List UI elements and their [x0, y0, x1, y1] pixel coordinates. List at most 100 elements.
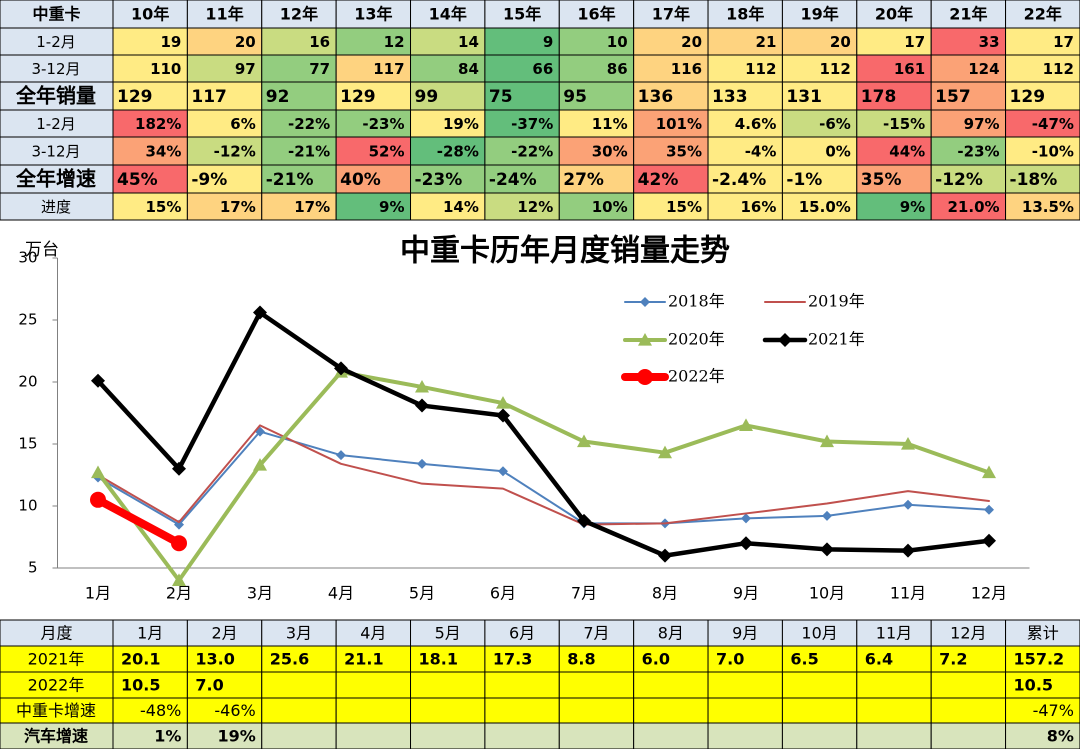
cell: [484, 136, 560, 166]
cell-text: -47%: [1033, 701, 1074, 720]
header-text: 21年: [949, 5, 987, 24]
cell: [930, 27, 1007, 56]
cell-text: 99: [415, 87, 439, 107]
cell: [930, 671, 1007, 699]
cell-text: 6.4: [865, 650, 893, 669]
cell: [856, 136, 932, 166]
marker: [415, 379, 429, 393]
cell: [633, 54, 709, 83]
cell-text: -28%: [437, 143, 479, 161]
cell: [1005, 697, 1080, 724]
cell-text: -6%: [819, 115, 851, 133]
cell: [261, 722, 337, 749]
cell: [335, 192, 412, 221]
cell: [335, 722, 412, 749]
row-label: 1-2月: [36, 115, 76, 133]
header-text: 2月: [211, 624, 237, 643]
cell-text: 157.2: [1014, 650, 1065, 669]
cell-text: -46%: [214, 701, 255, 720]
cell-text: -4%: [745, 143, 777, 161]
y-tick-label: 15: [18, 435, 37, 453]
cell: [707, 192, 783, 221]
cell-text: 19: [161, 33, 182, 51]
cell: [1005, 109, 1080, 138]
header-cell: [1005, 619, 1080, 647]
header-cell: [558, 0, 635, 29]
cell: [633, 136, 709, 166]
cell-text: 17: [1053, 33, 1074, 51]
series-line: [94, 495, 183, 548]
cell-text: 14%: [443, 198, 479, 216]
cell: [484, 27, 560, 56]
x-tick-label: 11月: [890, 584, 926, 603]
series-line: [96, 370, 991, 583]
cell-text: 21.1: [344, 650, 383, 669]
cell-text: -37%: [511, 115, 553, 133]
cell-text: -21%: [266, 170, 314, 190]
header-cell: [930, 0, 1007, 29]
cell-text: 11%: [592, 115, 628, 133]
cell-text: 10.5: [121, 676, 160, 695]
cell: [410, 645, 486, 673]
y-axis-label: 万台: [25, 240, 59, 260]
cell-text: 117: [191, 87, 227, 107]
cell-text: 33: [979, 33, 1000, 51]
header-text: 8月: [658, 624, 684, 643]
x-tick-label: 2月: [166, 584, 192, 603]
cell-text: -48%: [140, 701, 181, 720]
cell: [484, 671, 560, 699]
legend-label: 2022年: [668, 367, 725, 386]
cell: [930, 645, 1007, 673]
header-text: 13年: [354, 5, 392, 24]
marker: [334, 361, 348, 376]
cell-text: -2.4%: [712, 170, 766, 190]
cell: [781, 27, 858, 56]
x-tick-label: 12月: [971, 584, 1007, 603]
cell: [1005, 136, 1080, 166]
cell: [781, 54, 858, 83]
cell: [707, 27, 783, 56]
header-text: 4月: [360, 624, 386, 643]
header-text: 5月: [435, 624, 461, 643]
cell: [781, 192, 858, 221]
cell: [186, 697, 263, 724]
marker: [901, 437, 915, 450]
cell: [1005, 164, 1080, 194]
cell: [1005, 192, 1080, 221]
header-text: 14年: [429, 5, 467, 24]
cell: [261, 697, 337, 724]
cell-text: 7.0: [195, 676, 223, 695]
cell: [186, 164, 263, 194]
cell-text: 116: [671, 60, 702, 78]
cell: [112, 27, 188, 56]
marker: [903, 499, 913, 510]
cell-text: -12%: [935, 170, 983, 190]
marker: [637, 369, 653, 385]
cell-text: 182%: [135, 115, 181, 133]
header-text: 16年: [577, 5, 615, 24]
row-label: 2021年: [28, 650, 85, 669]
cell: [930, 697, 1007, 724]
cell-text: 131: [786, 87, 822, 107]
cell-text: 7.2: [939, 650, 967, 669]
cell-text: -23%: [362, 115, 404, 133]
cell: [1005, 722, 1080, 749]
marker: [172, 573, 186, 586]
cell-text: 20: [235, 33, 256, 51]
header-cell: [335, 619, 412, 647]
cell: [930, 722, 1007, 749]
cell-text: 17.3: [493, 650, 532, 669]
cell-text: 45%: [117, 170, 158, 190]
cell-text: 6.0: [642, 650, 670, 669]
cell-text: 86: [607, 60, 628, 78]
cell: [558, 136, 635, 166]
cell: [781, 722, 858, 749]
cell-text: 84: [458, 60, 479, 78]
row-label-cell: [0, 192, 114, 221]
cell-text: 66: [532, 60, 553, 78]
cell: [484, 164, 560, 194]
cell: [410, 722, 486, 749]
cell-text: 15%: [666, 198, 702, 216]
cell-text: 14: [458, 33, 479, 51]
cell: [335, 645, 412, 673]
